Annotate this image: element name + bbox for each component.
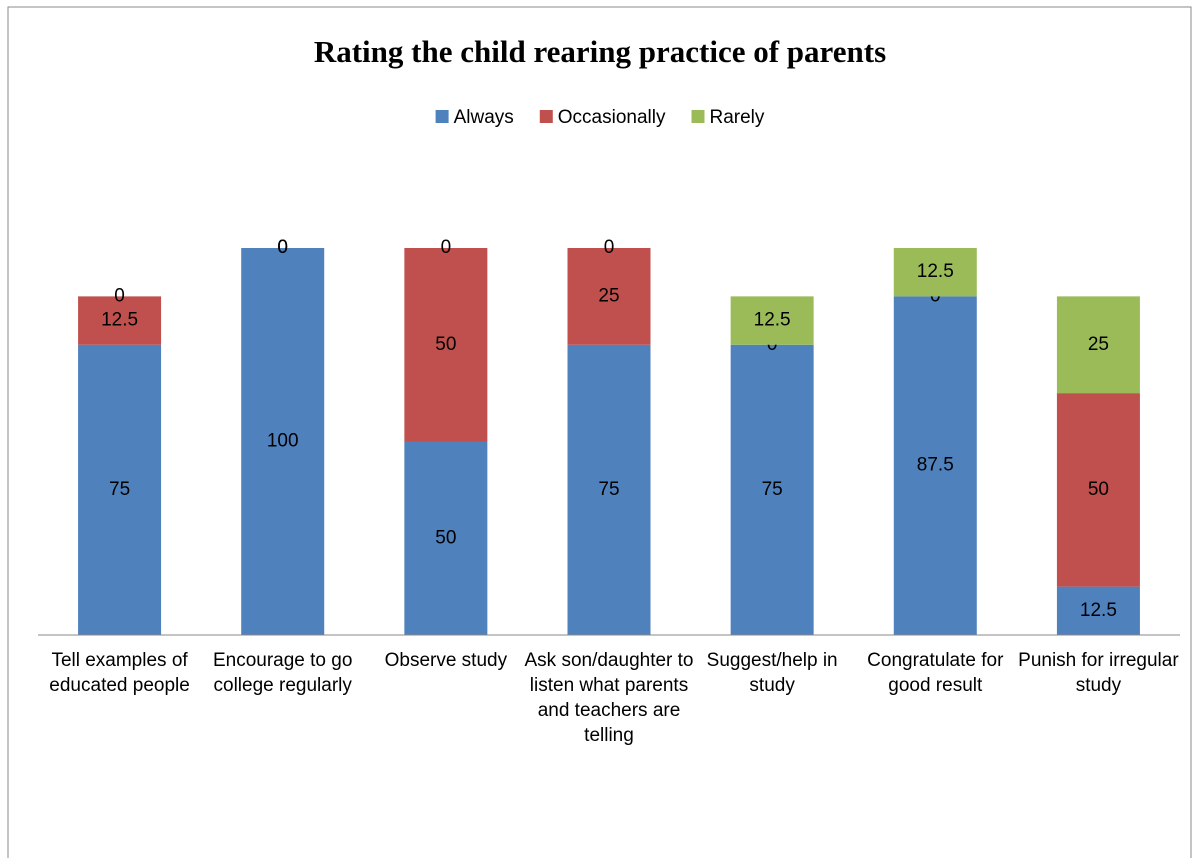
- data-label: 87.5: [917, 455, 954, 476]
- data-label: 75: [762, 479, 783, 500]
- data-label: 0: [277, 237, 288, 258]
- bar-segment: [78, 344, 162, 635]
- data-label: 75: [109, 479, 130, 500]
- data-label: 50: [1088, 479, 1109, 500]
- x-tick-label: Observe study: [384, 650, 508, 671]
- x-tick-label: Ask son/daughter to listen what parents …: [524, 650, 694, 746]
- bar-segment: [1056, 586, 1140, 635]
- bar-segment: [567, 248, 651, 345]
- data-label: 12.5: [1080, 600, 1117, 621]
- bar-segment: [404, 248, 488, 442]
- legend-swatch: [539, 110, 553, 123]
- bar-segment: [1056, 296, 1140, 394]
- data-label: 0: [441, 237, 452, 258]
- data-label: 25: [1088, 334, 1109, 355]
- data-label: 12.5: [101, 310, 138, 331]
- bar-segment: [567, 344, 651, 635]
- chart-title: Rating the child rearing practice of par…: [314, 34, 886, 69]
- x-tick-label: Suggest/help in study: [706, 650, 838, 696]
- data-label: 75: [598, 479, 619, 500]
- chart-border: [7, 6, 1192, 858]
- bar-segment: [78, 296, 162, 345]
- bar-segment: [241, 248, 325, 635]
- data-label: 50: [435, 527, 456, 548]
- data-label: 50: [435, 334, 456, 355]
- bar-segment: [893, 248, 977, 297]
- bar-segment: [730, 296, 814, 345]
- data-label: 100: [267, 431, 299, 452]
- legend-label: Occasionally: [558, 107, 666, 128]
- x-tick-label: Tell examples of educated people: [49, 650, 190, 696]
- data-label: 0: [277, 237, 288, 258]
- bar-segment: [893, 296, 977, 635]
- legend-label: Always: [454, 107, 514, 128]
- x-tick-label: Punish for irregular study: [1018, 650, 1179, 696]
- legend-swatch: [691, 110, 705, 123]
- bar-segment: [404, 441, 488, 635]
- data-label: 0: [604, 237, 615, 258]
- data-label: 12.5: [917, 261, 954, 282]
- data-label: 25: [598, 285, 619, 306]
- legend-swatch: [435, 110, 449, 123]
- bar-segment: [730, 344, 814, 635]
- data-label: 12.5: [754, 310, 791, 331]
- legend-label: Rarely: [710, 107, 765, 128]
- bar-segment: [1056, 393, 1140, 587]
- data-label: 0: [114, 285, 125, 306]
- x-tick-label: Congratulate for good result: [867, 650, 1004, 696]
- x-tick-label: Encourage to go college regularly: [212, 650, 353, 696]
